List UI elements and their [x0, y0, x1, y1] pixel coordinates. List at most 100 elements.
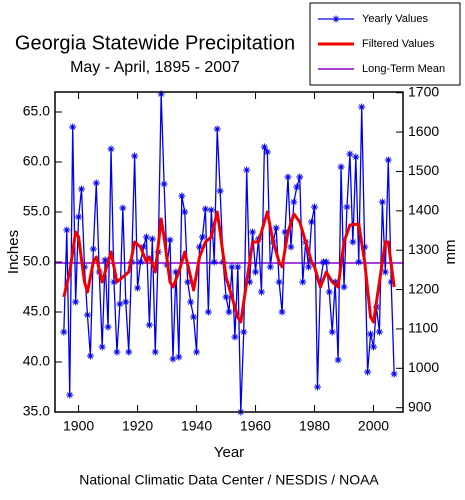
data-point: [80, 263, 88, 271]
data-point: [252, 268, 260, 276]
data-point: [148, 235, 156, 243]
data-point: [322, 258, 330, 266]
data-point: [181, 208, 189, 216]
y2-tick-label: 1200: [408, 280, 439, 296]
data-point: [172, 268, 180, 276]
data-point: [104, 323, 112, 331]
data-point: [275, 278, 283, 286]
y2-tick-label: 900: [408, 398, 432, 414]
x-axis-label: Year: [214, 444, 244, 461]
data-point: [66, 391, 74, 399]
y-tick-label: 55.0: [23, 203, 50, 219]
data-point: [113, 348, 121, 356]
y2-tick-label: 1500: [408, 162, 439, 178]
data-point: [381, 268, 389, 276]
x-tick-label: 1940: [181, 418, 212, 434]
data-point: [367, 330, 375, 338]
data-point: [157, 90, 165, 98]
chart-title: Georgia Statewide Precipitation: [15, 32, 295, 54]
data-point: [375, 328, 383, 336]
data-point: [257, 288, 265, 296]
data-point: [131, 152, 139, 160]
data-point: [287, 243, 295, 251]
data-point: [201, 205, 209, 213]
data-point: [187, 298, 195, 306]
y-axis-label: Inches: [5, 230, 22, 274]
data-point: [198, 233, 206, 241]
data-point: [178, 192, 186, 200]
data-point: [313, 383, 321, 391]
y-tick-label: 65.0: [23, 103, 50, 119]
data-point: [119, 204, 127, 212]
data-point: [349, 238, 357, 246]
data-point: [231, 333, 239, 341]
data-point: [83, 311, 91, 319]
data-point: [139, 243, 147, 251]
y2-tick-label: 1300: [408, 241, 439, 257]
data-point: [216, 187, 224, 195]
y-tick-label: 45.0: [23, 303, 50, 319]
data-point: [296, 173, 304, 181]
data-point: [334, 356, 342, 364]
data-point: [263, 148, 271, 156]
data-point: [101, 256, 109, 264]
chart-subtitle: May - April, 1895 - 2007: [70, 59, 240, 76]
data-point: [207, 206, 215, 214]
data-point: [184, 278, 192, 286]
data-point: [78, 185, 86, 193]
y-tick-label: 40.0: [23, 353, 50, 369]
data-point: [331, 278, 339, 286]
legend-label: Filtered Values: [362, 38, 435, 50]
data-point: [358, 103, 366, 111]
filtered-line: [62, 210, 396, 324]
data-point: [352, 153, 360, 161]
y2-tick-label: 1400: [408, 202, 439, 218]
data-point: [169, 355, 177, 363]
data-point: [290, 198, 298, 206]
data-point: [193, 348, 201, 356]
data-point: [60, 328, 68, 336]
data-point: [328, 328, 336, 336]
data-point: [243, 166, 251, 174]
data-point: [361, 243, 369, 251]
data-point: [364, 368, 372, 376]
data-point: [266, 263, 274, 271]
y2-tick-label: 1000: [408, 359, 439, 375]
data-point: [260, 143, 268, 151]
data-point: [308, 218, 316, 226]
legend-label: Yearly Values: [362, 13, 429, 25]
plot-frame: [54, 91, 404, 413]
y2-tick-label: 1600: [408, 123, 439, 139]
data-point: [249, 228, 257, 236]
data-point: [151, 348, 159, 356]
data-point: [98, 343, 106, 351]
data-point: [384, 156, 392, 164]
data-point: [142, 233, 150, 241]
data-point: [337, 163, 345, 171]
data-point: [284, 173, 292, 181]
data-point: [160, 180, 168, 188]
x-tick-label: 2000: [358, 418, 389, 434]
data-point: [246, 278, 254, 286]
data-point: [196, 243, 204, 251]
data-point: [272, 224, 280, 232]
data-point: [75, 213, 83, 221]
data-point: [225, 308, 233, 316]
source-note: National Climatic Data Center / NESDIS /…: [79, 472, 379, 488]
y-tick-label: 50.0: [23, 253, 50, 269]
data-point: [69, 123, 77, 131]
data-point: [89, 245, 97, 253]
y2-tick-label: 1700: [408, 83, 439, 99]
data-point: [299, 278, 307, 286]
data-point: [92, 179, 100, 187]
data-point: [86, 352, 94, 360]
data-point: [390, 370, 398, 378]
data-point: [107, 145, 115, 153]
data-point: [325, 288, 333, 296]
data-point: [278, 308, 286, 316]
data-point: [387, 278, 395, 286]
data-point: [222, 293, 230, 301]
y2-tick-label: 1100: [408, 320, 438, 336]
data-point: [355, 258, 363, 266]
